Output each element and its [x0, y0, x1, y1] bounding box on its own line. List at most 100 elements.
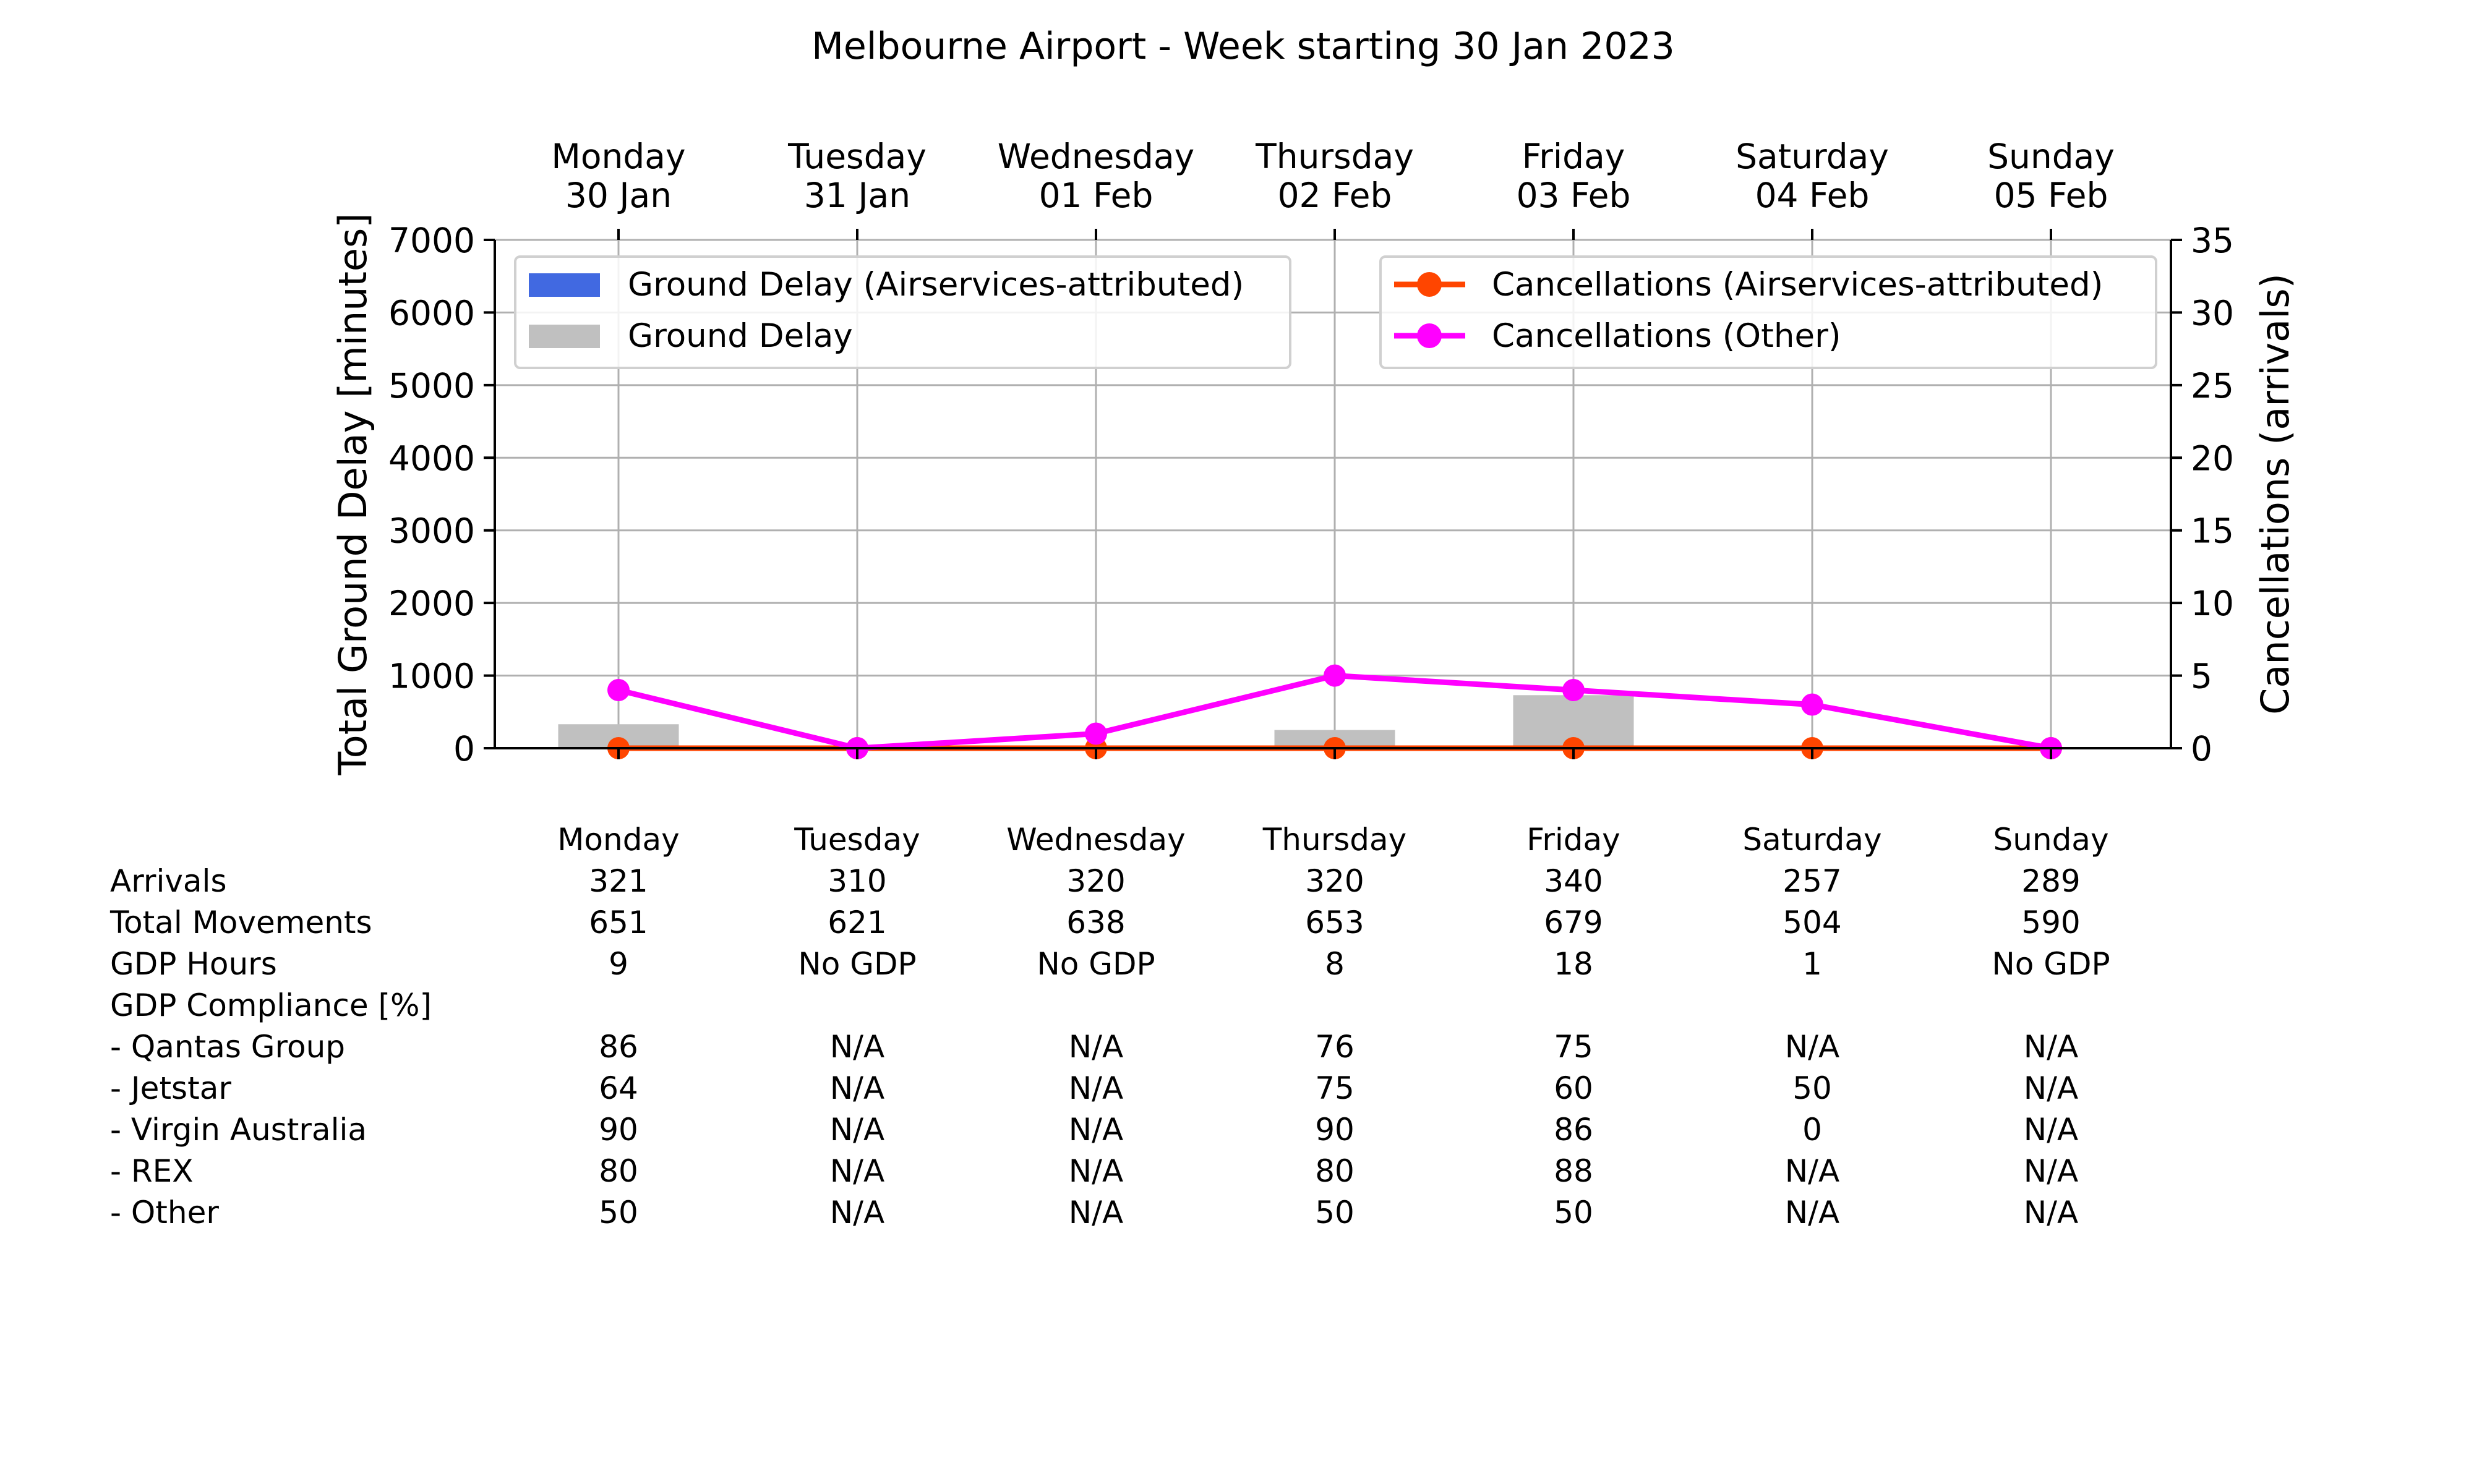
chart-title: Melbourne Airport - Week starting 30 Jan…: [811, 25, 1675, 68]
table-cell: 86: [599, 1029, 638, 1065]
table-cell: N/A: [2024, 1070, 2078, 1106]
table-cell: 257: [1783, 863, 1841, 899]
marker-cancellations-other--5: [1801, 693, 1823, 716]
table-cell: N/A: [830, 1195, 884, 1230]
y2-tick-label: 20: [2191, 438, 2234, 478]
table-cell: 75: [1315, 1070, 1355, 1106]
table-row-label: - Jetstar: [110, 1070, 231, 1106]
table-cell: 18: [1554, 946, 1593, 982]
table-cell: 621: [828, 905, 886, 940]
day-header-name: Monday: [551, 137, 685, 176]
day-header-date: 31 Jan: [804, 176, 910, 215]
table-cell: No GDP: [1037, 946, 1155, 982]
legend-label: Cancellations (Airservices-attributed): [1492, 266, 2103, 304]
table-row-label: GDP Compliance [%]: [110, 987, 432, 1023]
legend-swatch-bar: [529, 273, 600, 297]
table-cell: 9: [609, 946, 628, 982]
day-header-name: Tuesday: [787, 137, 927, 176]
y-tick-label: 4000: [388, 438, 475, 478]
table-cell: N/A: [830, 1112, 884, 1148]
table-cell: 321: [589, 863, 648, 899]
table-cell: N/A: [1785, 1029, 1839, 1065]
day-header-name: Thursday: [1255, 137, 1414, 176]
y2-tick-label: 10: [2191, 584, 2234, 623]
table-row-label: - REX: [110, 1153, 194, 1189]
table-cell: N/A: [1069, 1195, 1123, 1230]
table-cell: 0: [1802, 1112, 1822, 1148]
table-cell: 320: [1066, 863, 1125, 899]
y-tick-label: 0: [453, 729, 475, 769]
table-row-label: - Qantas Group: [110, 1029, 345, 1065]
legend-left-box: [514, 255, 1291, 369]
legend-label: Ground Delay: [628, 317, 853, 355]
table-cell: No GDP: [798, 946, 916, 982]
table-cell: N/A: [830, 1070, 884, 1106]
marker-cancellations-other--3: [1324, 664, 1346, 687]
y-tick-label: 1000: [388, 657, 475, 696]
day-header-date: 02 Feb: [1278, 176, 1392, 215]
table-cell: 50: [1554, 1195, 1593, 1230]
table-cell: N/A: [1069, 1112, 1123, 1148]
table-cell: 651: [589, 905, 648, 940]
table-row-label: - Other: [110, 1195, 219, 1230]
table-cell: N/A: [2024, 1112, 2078, 1148]
table-col-header: Saturday: [1742, 822, 1881, 858]
legends: Ground Delay (Airservices-attributed) Gro…: [514, 255, 2157, 369]
y2-tick-label: 0: [2191, 729, 2212, 769]
y-tick-label: 5000: [388, 366, 475, 406]
table-cell: 8: [1325, 946, 1345, 982]
table-col-header: Wednesday: [1006, 822, 1185, 858]
table-cell: 86: [1554, 1112, 1593, 1148]
day-header-date: 03 Feb: [1517, 176, 1631, 215]
table-cell: 90: [1315, 1112, 1355, 1148]
day-header-name: Saturday: [1736, 137, 1889, 176]
table-cell: 590: [2021, 905, 2080, 940]
day-header-date: 04 Feb: [1755, 176, 1870, 215]
table-cell: 653: [1305, 905, 1364, 940]
table-cell: N/A: [1785, 1153, 1839, 1189]
y2-tick-label: 30: [2191, 293, 2234, 333]
marker-cancellations-other--2: [1085, 722, 1107, 745]
day-header-date: 01 Feb: [1039, 176, 1154, 215]
table-col-header: Friday: [1526, 822, 1620, 858]
legend-swatch-marker: [1417, 272, 1442, 297]
y2-tick-label: 15: [2191, 511, 2234, 551]
marker-cancellations-other--0: [607, 679, 630, 702]
day-header-date: 05 Feb: [1994, 176, 2108, 215]
stats-table: Monday Tuesday Wednesday Thursday Friday Satu…: [109, 822, 2110, 1230]
table-cell: 76: [1315, 1029, 1355, 1065]
table-cell: 50: [1315, 1195, 1355, 1230]
table-cell: 340: [1544, 863, 1603, 899]
y2-tick-label: 5: [2191, 657, 2212, 696]
table-cell: N/A: [2024, 1153, 2078, 1189]
day-header-name: Sunday: [1987, 137, 2115, 176]
table-cell: 88: [1554, 1153, 1593, 1189]
y2-tick-label: 25: [2191, 366, 2234, 406]
table-cell: 50: [1792, 1070, 1832, 1106]
table-cell: 50: [599, 1195, 638, 1230]
legend-right-box: [1379, 255, 2157, 369]
table-cell: No GDP: [1992, 946, 2110, 982]
axes: 0 1000 2000 3000 4000 5000 6000 7000 0 5 10 15 20 25 3…: [330, 137, 2298, 776]
y-tick-label: 6000: [388, 293, 475, 333]
y-axis-label: Total Ground Delay [minutes]: [330, 213, 375, 775]
y-tick-label: 2000: [388, 584, 475, 623]
table-cell: N/A: [1785, 1195, 1839, 1230]
table-cell: N/A: [2024, 1195, 2078, 1230]
table-cell: 90: [599, 1112, 638, 1148]
table-cell: 320: [1305, 863, 1364, 899]
table-col-header: Sunday: [1993, 822, 2108, 858]
marker-cancellations-other--4: [1562, 679, 1585, 702]
legend-label: Ground Delay (Airservices-attributed): [628, 266, 1244, 304]
legend-swatch-marker: [1417, 323, 1442, 348]
table-cell: N/A: [1069, 1070, 1123, 1106]
table-cell: N/A: [1069, 1153, 1123, 1189]
y-tick-label: 7000: [388, 221, 475, 260]
table-cell: 638: [1066, 905, 1125, 940]
y2-axis-label: Cancellations (arrivals): [2253, 273, 2298, 715]
table-cell: 289: [2021, 863, 2080, 899]
table-cell: 64: [599, 1070, 638, 1106]
table-row-label: Arrivals: [110, 863, 227, 899]
table-col-header: Monday: [557, 822, 679, 858]
